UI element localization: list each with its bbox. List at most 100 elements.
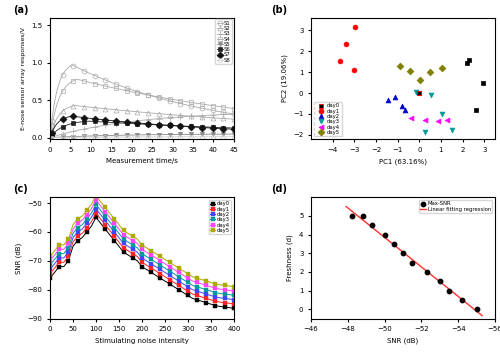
S8 [47, 136, 53, 140]
Line: day0: day0 [48, 216, 236, 310]
day3 [162, 266, 168, 270]
day2 [88, 215, 94, 219]
day5 [226, 284, 232, 288]
day3 [120, 237, 126, 241]
day1 [152, 269, 158, 273]
S6 [136, 122, 142, 126]
S2 [136, 110, 142, 114]
day0 [139, 264, 145, 269]
day4 [226, 288, 232, 292]
day5 [79, 214, 85, 218]
S3 [156, 116, 162, 121]
day0 [208, 302, 214, 306]
day1 [79, 231, 85, 235]
day5 [158, 255, 164, 259]
day5 [70, 223, 76, 227]
day1 [125, 249, 131, 253]
S5 [156, 132, 162, 137]
S2 [227, 117, 233, 121]
Max-SNR [348, 213, 356, 219]
day2 [120, 241, 126, 246]
Max-SNR [358, 213, 366, 219]
Linear fitting regression [350, 210, 356, 214]
day0 [130, 256, 136, 260]
day1 [61, 260, 67, 264]
day3 [84, 217, 90, 221]
day5 [148, 249, 154, 253]
S4 [134, 91, 140, 95]
Y-axis label: SNR (dB): SNR (dB) [16, 242, 22, 274]
day1 [176, 283, 182, 287]
day4 [212, 286, 218, 290]
day3 [98, 208, 103, 212]
day1 [158, 272, 164, 276]
S5 [231, 132, 237, 136]
day2 [208, 293, 214, 298]
day4 [406, 115, 414, 121]
S6 [47, 136, 53, 140]
Line: day1: day1 [48, 212, 236, 306]
day5 [231, 285, 237, 289]
day3 [212, 291, 218, 295]
day5 [61, 243, 67, 247]
day4 [185, 276, 191, 280]
day1 [130, 251, 136, 256]
day3 [226, 292, 232, 297]
S4 [227, 106, 233, 110]
Max-SNR [445, 288, 453, 293]
day1 [222, 301, 228, 305]
day0 [222, 305, 228, 309]
day4 [74, 221, 80, 225]
Text: (b): (b) [270, 5, 287, 15]
day5 [116, 223, 122, 227]
day4 [116, 227, 122, 231]
Legend: Max-SNR, Linear fitting regression: Max-SNR, Linear fitting regression [418, 200, 492, 213]
day4 [198, 282, 204, 286]
day4 [52, 253, 58, 257]
day0 [56, 264, 62, 269]
day1 [171, 280, 177, 285]
day1 [107, 228, 113, 233]
day4 [125, 236, 131, 240]
Linear fitting regression [354, 213, 360, 217]
S6 [231, 126, 237, 130]
day4 [66, 241, 71, 246]
day1 [336, 58, 344, 63]
day3 [427, 92, 435, 98]
day1 [84, 225, 90, 230]
day3 [171, 272, 177, 276]
S8 [226, 135, 232, 139]
day5 [125, 231, 131, 235]
Line: S6: S6 [48, 119, 236, 140]
day2 [204, 292, 210, 296]
day3 [107, 220, 113, 224]
Max-SNR [436, 279, 444, 284]
Max-SNR [380, 232, 388, 238]
day0 [158, 276, 164, 280]
day3 [93, 202, 99, 207]
S2 [198, 115, 204, 119]
day0 [166, 282, 172, 286]
Line: day3: day3 [48, 203, 236, 297]
day5 [185, 272, 191, 276]
day5 [134, 237, 140, 241]
day5 [107, 211, 113, 215]
Line: S5: S5 [48, 132, 236, 139]
S1 [147, 93, 153, 97]
X-axis label: SNR (dB): SNR (dB) [388, 338, 418, 344]
Max-SNR [390, 241, 398, 247]
day2 [134, 250, 140, 254]
X-axis label: Stimulating noise intensity: Stimulating noise intensity [95, 338, 189, 344]
day2 [384, 97, 392, 103]
day2 [217, 296, 223, 300]
day3 [70, 231, 76, 235]
day4 [158, 259, 164, 263]
S7 [69, 114, 75, 118]
S7 [147, 122, 153, 126]
day0 [93, 215, 99, 219]
day5 [194, 276, 200, 280]
S3 [226, 112, 232, 116]
day0 [112, 239, 117, 243]
Max-SNR [423, 269, 431, 275]
day5 [166, 260, 172, 264]
